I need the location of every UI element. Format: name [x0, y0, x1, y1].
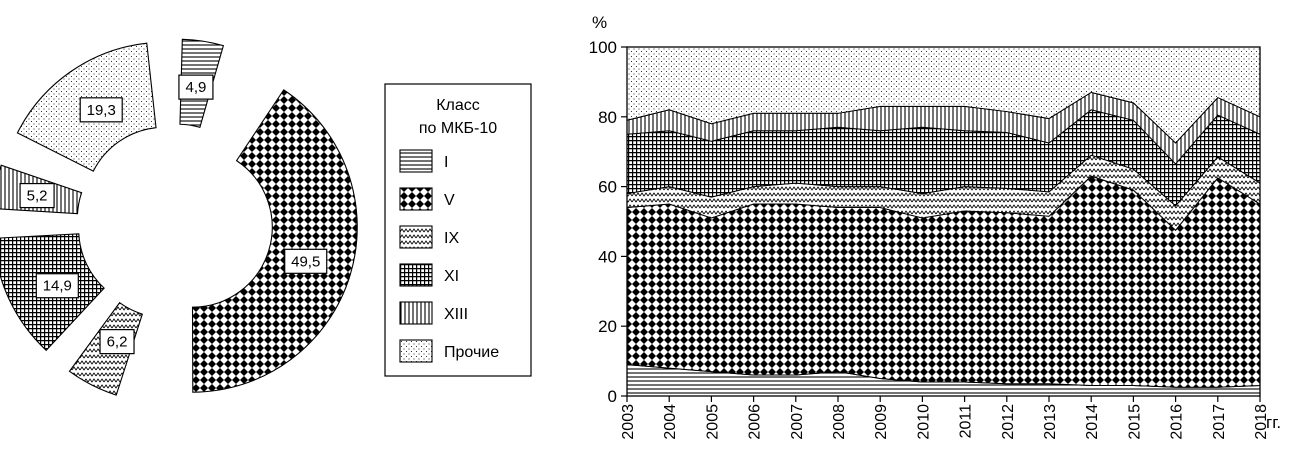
legend-label-v: V	[444, 192, 455, 209]
pie-label-box-ix	[99, 329, 135, 355]
x-tick-label-2011: 2011	[958, 404, 975, 439]
pie-slice-v	[191, 89, 358, 393]
legend-label-i: I	[444, 154, 448, 171]
x-tick-label-2003: 2003	[620, 404, 637, 440]
y-axis-unit: %	[592, 13, 607, 32]
legend-title-line2: по МКБ-10	[419, 120, 497, 137]
y-tick-label-100: 100	[589, 38, 617, 57]
pie-label-box-xi	[35, 273, 79, 299]
x-axis-unit: гг.	[1266, 413, 1281, 432]
pie-value-label-xiii: 5,2	[27, 188, 48, 205]
legend-swatch-v	[399, 187, 433, 211]
legend-swatch-ix	[399, 225, 433, 249]
legend-swatch-i	[399, 149, 433, 173]
pie-value-label-v: 49,5	[291, 253, 320, 270]
x-tick-label-2017: 2017	[1211, 404, 1228, 440]
x-tick-label-2004: 2004	[662, 404, 679, 440]
y-tick-label-0: 0	[608, 387, 617, 406]
legend-label-other: Прочие	[444, 344, 499, 361]
pie-value-label-i: 4,9	[185, 79, 206, 96]
y-tick-label-60: 60	[598, 178, 617, 197]
legend: Класс по МКБ-10 I V IX XI XIII Прочие	[384, 83, 532, 377]
pie-label-box-v	[284, 248, 328, 274]
pie-label-box-xiii	[19, 182, 55, 209]
x-tick-label-2005: 2005	[704, 404, 721, 440]
legend-label-ix: IX	[444, 230, 459, 247]
y-tick-label-20: 20	[598, 317, 617, 336]
y-tick-label-80: 80	[598, 108, 617, 127]
pie-value-label-ix: 6,2	[107, 334, 128, 351]
x-tick-label-2016: 2016	[1169, 404, 1186, 440]
pie-label-box-other	[79, 97, 123, 123]
pie-label-box-i	[178, 74, 214, 100]
pie-value-label-xi: 14,9	[43, 278, 72, 295]
x-tick-label-2014: 2014	[1084, 404, 1101, 440]
y-tick-label-40: 40	[598, 247, 617, 266]
donut-chart: 4,9 49,5 6,2 14,9 5,2 19,3	[0, 38, 358, 396]
x-tick-label-2007: 2007	[789, 404, 806, 440]
x-tick-label-2012: 2012	[1000, 404, 1017, 440]
x-tick-label-2010: 2010	[915, 404, 932, 440]
legend-title-line1: Класс	[436, 97, 480, 114]
x-tick-label-2009: 2009	[873, 404, 890, 440]
x-tick-label-2018: 2018	[1253, 404, 1270, 440]
legend-label-xi: XI	[444, 268, 459, 285]
plot-frame	[626, 46, 1261, 397]
x-tick-label-2013: 2013	[1042, 404, 1059, 440]
legend-swatch-xi	[399, 263, 433, 287]
legend-label-xiii: XIII	[444, 306, 468, 323]
x-tick-label-2008: 2008	[831, 404, 848, 440]
legend-swatch-xiii	[399, 301, 433, 325]
legend-swatch-other	[399, 339, 433, 363]
pie-value-label-other: 19,3	[87, 102, 116, 119]
x-tick-label-2015: 2015	[1126, 404, 1143, 440]
x-tick-label-2006: 2006	[747, 404, 764, 440]
stacked-area-chart: 0 20 40 60 80 100% 2003 2004 2005 2006 2007 2008 200…	[589, 13, 1281, 440]
